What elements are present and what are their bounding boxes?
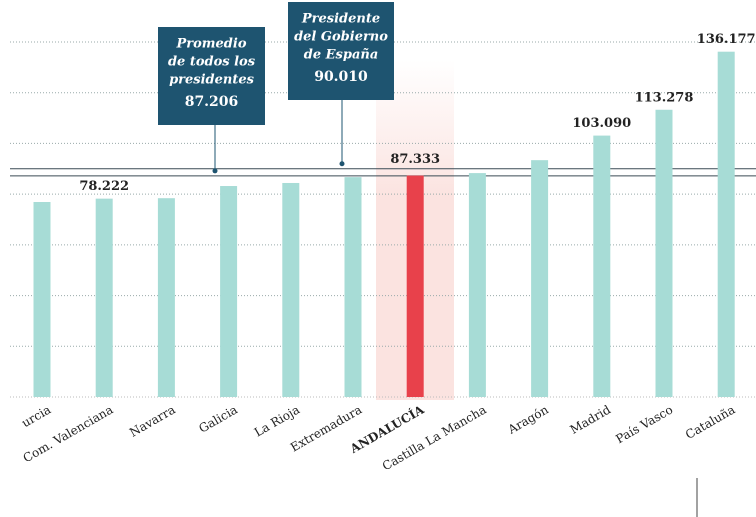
bar bbox=[34, 202, 51, 397]
bar bbox=[345, 177, 362, 397]
bar bbox=[282, 183, 299, 397]
annotation-value: 90.010 bbox=[314, 69, 368, 85]
x-tick-label: Cataluña bbox=[683, 403, 737, 443]
annotation-text: presidentes bbox=[169, 73, 255, 88]
value-label: 113.278 bbox=[635, 90, 694, 105]
bar bbox=[407, 176, 424, 397]
x-tick-label: Galicia bbox=[196, 403, 239, 436]
annotation-text: Presidente bbox=[301, 12, 380, 27]
value-label: 103.090 bbox=[572, 116, 631, 131]
annotation-text: de España bbox=[304, 48, 379, 63]
bar bbox=[158, 198, 175, 397]
x-tick-label: Aragón bbox=[505, 402, 551, 437]
bar bbox=[469, 173, 486, 397]
annotation-value: 87.206 bbox=[185, 94, 239, 110]
bar bbox=[718, 52, 735, 397]
anchor-dot bbox=[213, 168, 218, 173]
x-tick-label: Navarra bbox=[127, 403, 177, 440]
anchor-dot bbox=[340, 161, 345, 166]
x-tick-label: Castilla La Mancha bbox=[380, 403, 489, 474]
annotation-text: Promedio bbox=[175, 37, 246, 52]
value-label: 87.333 bbox=[390, 152, 440, 167]
bar bbox=[656, 110, 673, 397]
bar bbox=[593, 136, 610, 397]
x-tick-label: País Vasco bbox=[613, 403, 675, 447]
bar bbox=[531, 160, 548, 397]
annotation-text: de todos los bbox=[168, 55, 256, 70]
value-label: 136.177 bbox=[697, 32, 756, 47]
x-tick-label: urcia bbox=[19, 403, 53, 431]
x-tick-label: Madrid bbox=[568, 402, 614, 436]
x-tick-label: La Rioja bbox=[252, 403, 302, 440]
chart: urcia78.222Com. ValencianaNavarraGalicia… bbox=[0, 0, 756, 517]
annotation-text: del Gobierno bbox=[294, 30, 388, 45]
bar bbox=[96, 199, 113, 397]
bar bbox=[220, 186, 237, 397]
value-label: 78.222 bbox=[79, 179, 129, 194]
